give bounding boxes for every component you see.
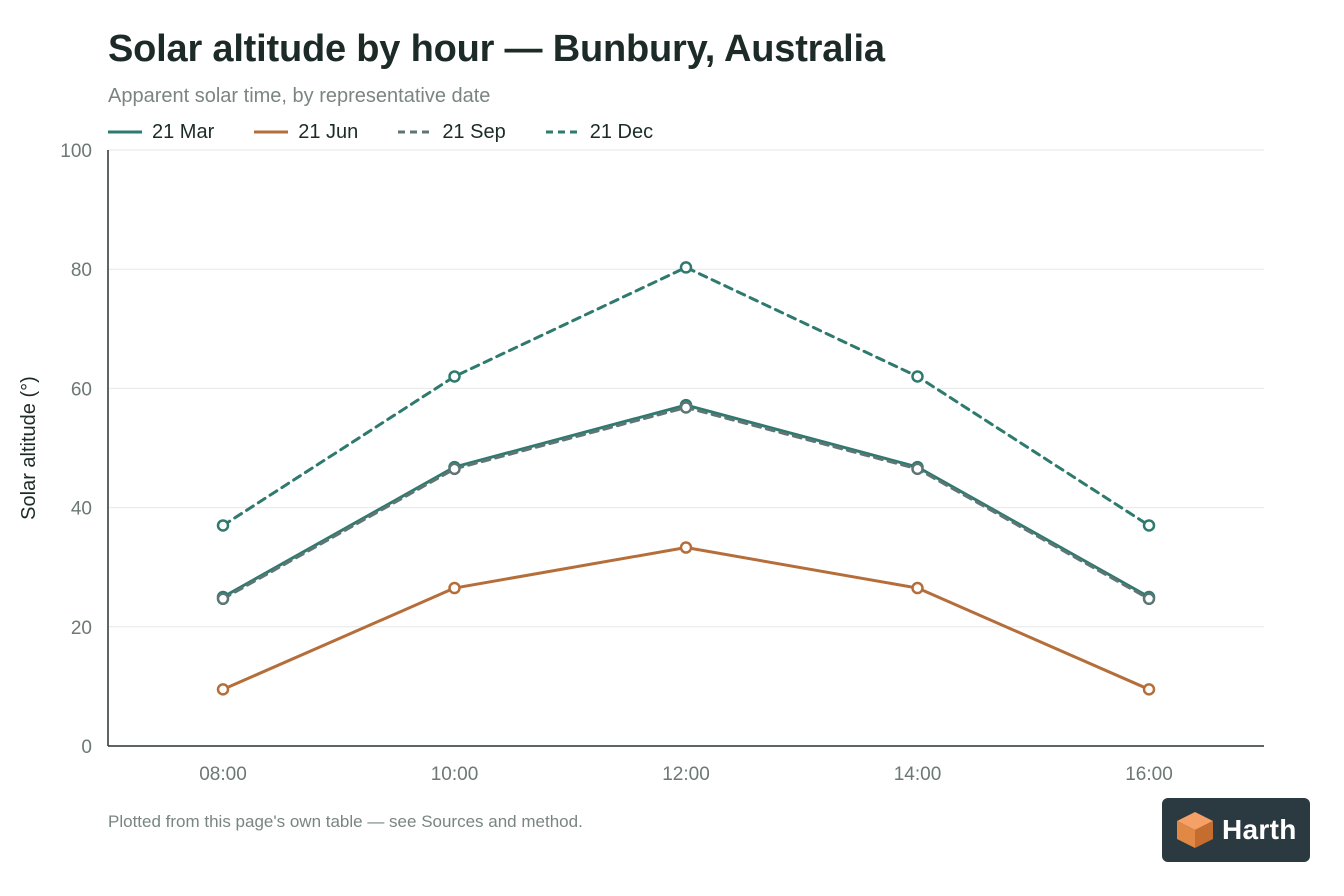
- brand-name: Harth: [1222, 814, 1297, 845]
- data-point-21-sep-1200: [679, 401, 693, 414]
- legend-item-dec: 21 Dec: [545, 120, 654, 144]
- y-tick-label-60: 60: [71, 379, 92, 400]
- legend-item-jun: 21 Jun: [254, 121, 358, 144]
- x-tick-label-1600: 16:00: [1125, 764, 1173, 785]
- legend-item-sep: 21 Sep: [398, 120, 506, 144]
- legend-label-dec: 21 Dec: [589, 120, 654, 143]
- y-tick-label-80: 80: [71, 260, 92, 281]
- legend-swatch-dec: [545, 130, 580, 134]
- x-tick-label-1400: 14:00: [894, 764, 942, 785]
- data-point-21-sep-1400: [911, 462, 924, 476]
- y-tick-label-20: 20: [71, 618, 92, 639]
- data-point-21-sep-0800: [216, 592, 230, 606]
- legend-item-mar: 21 Mar: [108, 121, 214, 144]
- series-line-21-jun: [221, 546, 1151, 691]
- data-point-21-sep-1000: [448, 462, 461, 476]
- x-tick-label-0800: 08:00: [199, 764, 247, 785]
- legend-label-jun: 21 Jun: [298, 120, 359, 143]
- data-point-21-dec-0800: [216, 519, 230, 532]
- legend-label-mar: 21 Mar: [152, 120, 215, 143]
- chart-title: Solar altitude by hour — Bunbury, Austra…: [108, 28, 885, 70]
- y-tick-label-40: 40: [71, 499, 92, 520]
- x-tick-label-1200: 12:00: [662, 764, 710, 785]
- data-point-21-jun-0800: [216, 683, 230, 696]
- data-point-21-jun-1400: [911, 581, 924, 595]
- x-tick-label-1000: 10:00: [431, 764, 479, 785]
- data-point-21-jun-1000: [448, 581, 461, 595]
- cube-icon: [1177, 812, 1213, 848]
- data-point-21-dec-1600: [1142, 519, 1156, 532]
- legend-swatch-sep: [398, 130, 433, 134]
- chart-legend: 21 Mar 21 Jun 21 Sep 21 Dec: [108, 119, 693, 145]
- data-point-21-jun-1200: [679, 541, 693, 554]
- series-line-21-dec: [221, 265, 1151, 527]
- chart-subtitle: Apparent solar time, by representative d…: [108, 85, 491, 107]
- brand-logo[interactable]: Harth: [1162, 798, 1310, 862]
- footnote: Plotted from this page's own table — see…: [108, 812, 583, 831]
- data-point-21-jun-1600: [1142, 683, 1156, 696]
- y-tick-label-0: 0: [81, 737, 92, 758]
- data-point-21-sep-1600: [1142, 592, 1156, 606]
- y-axis-title: Solar altitude (°): [18, 376, 40, 520]
- legend-swatch-mar: [108, 130, 142, 134]
- line-chart: 0 20 40 60 80 100 Solar altitude (°) 08:00 10:00…: [18, 141, 1264, 785]
- legend-swatch-jun: [254, 130, 289, 134]
- data-point-21-dec-1400: [911, 370, 924, 383]
- legend-label-sep: 21 Sep: [442, 120, 506, 143]
- data-point-21-dec-1000: [448, 370, 461, 383]
- y-tick-label-100: 100: [60, 141, 92, 162]
- data-point-21-dec-1200: [679, 261, 693, 274]
- series-line-21-mar: [221, 403, 1151, 599]
